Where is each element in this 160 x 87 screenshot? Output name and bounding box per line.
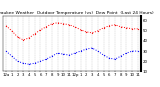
Title: Milwaukee Weather  Outdoor Temperature (vs)  Dew Point  (Last 24 Hours): Milwaukee Weather Outdoor Temperature (v… [0,11,153,15]
